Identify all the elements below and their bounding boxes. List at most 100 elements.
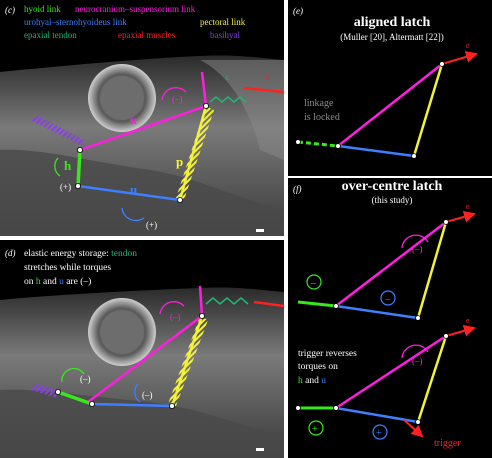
- label-e: e: [266, 72, 270, 82]
- link-u: [337, 144, 415, 158]
- panel-f-drawing: (f) over-centre latch (this study) e (–)…: [293, 179, 476, 449]
- link-n: [87, 315, 203, 403]
- caption-line-2: stretches while torques: [24, 263, 111, 273]
- trigger-label: trigger: [434, 438, 461, 449]
- link-n: [335, 334, 447, 410]
- caption-line-1: elastic energy storage: tendon: [24, 249, 137, 259]
- torque-urohyal: (+): [146, 220, 157, 230]
- legend-tendon: epaxial tendon: [24, 30, 77, 40]
- torque-arrow-neuro: [161, 87, 187, 101]
- force-e-arrow: [445, 210, 476, 223]
- trigger-text-and: and: [303, 376, 321, 386]
- link-p: [412, 63, 444, 157]
- panel-d: (d) elastic energy storage: tendon stret…: [0, 240, 284, 458]
- trigger-text-line-3: h and u: [298, 376, 326, 386]
- link-u: [335, 406, 419, 424]
- label-n: n: [130, 113, 137, 127]
- basihyal-hatch: [30, 384, 60, 398]
- fish-lens: [100, 76, 144, 120]
- link-p: [178, 105, 208, 201]
- torque-urohyal: (–): [142, 390, 153, 400]
- linkage-top: e (–) – –: [297, 202, 476, 321]
- epaxial-muscle-line: [243, 86, 284, 94]
- legend-hyoid: hyoid link: [24, 4, 61, 14]
- label-e: e: [466, 316, 470, 325]
- link-h: [57, 390, 93, 406]
- joint-hyoid-back: [89, 400, 96, 407]
- torque-neuro: (–): [170, 312, 181, 322]
- panel-e-subtitle: (Muller [20], Altermatt [22]): [340, 32, 443, 42]
- caption-u: u: [59, 277, 64, 287]
- torque-arrow-neuro: [401, 234, 429, 249]
- trigger-text-line-1: trigger reverses: [298, 349, 357, 359]
- joint-hyoid-bottom: [75, 182, 82, 189]
- panel-f-title: over-centre latch: [342, 179, 443, 194]
- joint-pectoral: [168, 402, 175, 409]
- panel-f-subtitle: (this study): [372, 195, 413, 205]
- torque-neuro: (–): [172, 94, 183, 104]
- link-n: [79, 104, 207, 152]
- label-h: h: [64, 158, 72, 173]
- joint-left: [333, 405, 339, 411]
- joint-bottom: [411, 153, 417, 159]
- torque-arrow-urohyal: [121, 207, 145, 222]
- fish-lower-jaw: [0, 149, 284, 236]
- torque-hyoid: (+): [60, 182, 71, 192]
- joint-front: [295, 139, 301, 145]
- torque-arrow-neuro: [159, 301, 185, 315]
- trigger-text-u: u: [321, 376, 326, 386]
- panel-e: (e) aligned latch (Muller [20], Altermat…: [288, 0, 492, 176]
- joint-hyoid-front: [55, 388, 62, 395]
- joint-left: [333, 303, 339, 309]
- link-u: [91, 402, 173, 408]
- locked-note-line-2: is locked: [304, 112, 340, 123]
- link-u: [335, 304, 419, 320]
- label-e: e: [466, 202, 470, 211]
- label-p: p: [176, 154, 183, 169]
- joint-top: [439, 61, 445, 67]
- link-p: [416, 221, 448, 319]
- torque-urohyal: +: [376, 428, 382, 439]
- torque-hyoid: –: [310, 278, 317, 289]
- torque-arrow-urohyal: [134, 383, 141, 403]
- panel-c-drawing: hyoid link neurocranium–suspensorium lin…: [0, 4, 284, 236]
- joint-top: [443, 333, 449, 339]
- trigger-text-line-2: torques on: [298, 362, 338, 372]
- link-n: [335, 221, 447, 307]
- caption-and: and: [41, 277, 59, 287]
- link-u: [77, 184, 181, 202]
- torque-circle-urohyal: [372, 424, 388, 440]
- trigger-arrow: [403, 419, 424, 438]
- joint-bottom: [415, 419, 421, 425]
- caption-suffix: are (–): [64, 276, 91, 287]
- basihyal-hatch: [30, 116, 84, 146]
- fish-lower-jaw: [0, 389, 284, 458]
- panel-d-label: (d): [5, 248, 16, 258]
- link-h: [297, 140, 339, 148]
- linkage-bottom: trigger reverses torques on h and u e (–…: [295, 316, 476, 449]
- panel-e-title: aligned latch: [354, 15, 431, 30]
- legend-urohyal: urohyal–sternohyoideus link: [24, 17, 127, 27]
- label-u: u: [130, 182, 137, 197]
- scale-bar: [256, 229, 264, 232]
- torque-circle-hyoid: [308, 420, 324, 436]
- caption-line-3: on h and u are (–): [24, 276, 91, 287]
- joint-front: [295, 405, 301, 411]
- joint-bottom: [415, 315, 421, 321]
- joint-top: [202, 103, 209, 110]
- link-p: [416, 335, 448, 423]
- torque-arrow-neuro: [401, 344, 429, 359]
- force-e-arrow: [441, 51, 478, 65]
- panel-c: hyoid link neurocranium–suspensorium lin…: [0, 0, 284, 236]
- legend-basihyal: basihyal: [210, 30, 240, 40]
- caption-on: on: [24, 277, 36, 287]
- scale-bar: [256, 448, 264, 451]
- joint-left: [335, 143, 341, 149]
- joint-pectoral: [176, 196, 183, 203]
- link-p: [170, 315, 204, 407]
- link-neuro-upper: [200, 71, 208, 107]
- panel-c-label: (c): [5, 5, 15, 15]
- torque-circle-urohyal: [380, 290, 396, 306]
- force-e-arrow: [445, 324, 476, 337]
- legend-muscles: epaxial muscles: [118, 30, 176, 40]
